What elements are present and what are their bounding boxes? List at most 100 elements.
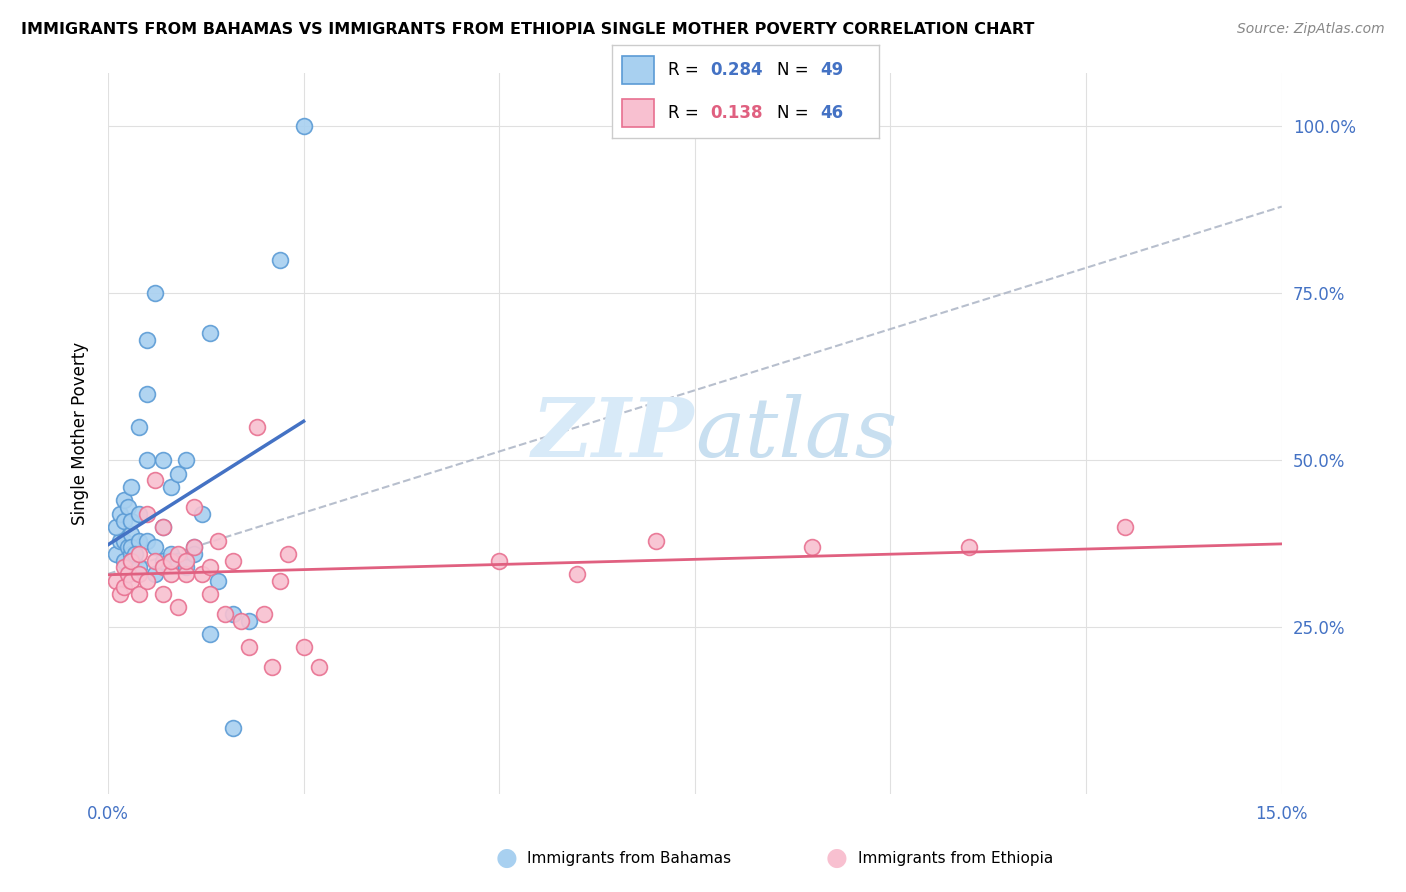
Text: 46: 46 <box>820 104 844 122</box>
Point <box>269 574 291 588</box>
Point <box>128 420 150 434</box>
Point <box>191 566 214 581</box>
Point <box>152 520 174 534</box>
Point <box>167 547 190 561</box>
Point <box>152 587 174 601</box>
Point <box>136 333 159 347</box>
Point <box>159 480 181 494</box>
Y-axis label: Single Mother Poverty: Single Mother Poverty <box>72 343 89 525</box>
Point <box>308 660 330 674</box>
Point <box>198 587 221 601</box>
Point <box>488 553 510 567</box>
Point <box>121 553 143 567</box>
Point <box>644 533 666 548</box>
Point <box>104 547 127 561</box>
Point <box>191 507 214 521</box>
Point <box>567 566 589 581</box>
Point <box>183 540 205 554</box>
Point <box>222 553 245 567</box>
Text: IMMIGRANTS FROM BAHAMAS VS IMMIGRANTS FROM ETHIOPIA SINGLE MOTHER POVERTY CORREL: IMMIGRANTS FROM BAHAMAS VS IMMIGRANTS FR… <box>21 22 1035 37</box>
Point <box>214 607 236 621</box>
Text: R =: R = <box>668 104 699 122</box>
Text: R =: R = <box>668 61 699 78</box>
Point <box>128 566 150 581</box>
Text: N =: N = <box>778 104 808 122</box>
Point <box>128 533 150 548</box>
Point <box>112 493 135 508</box>
Point <box>167 553 190 567</box>
Point <box>121 574 143 588</box>
Point <box>174 553 197 567</box>
Text: atlas: atlas <box>695 393 897 474</box>
Point <box>292 120 315 134</box>
Point <box>222 607 245 621</box>
Point <box>112 533 135 548</box>
Point <box>174 560 197 574</box>
Point <box>112 580 135 594</box>
Point <box>104 520 127 534</box>
Point <box>174 566 197 581</box>
Point <box>159 566 181 581</box>
Point <box>128 547 150 561</box>
Point <box>117 566 139 581</box>
Text: 0.284: 0.284 <box>710 61 763 78</box>
Point <box>121 527 143 541</box>
Point <box>117 540 139 554</box>
Point <box>112 560 135 574</box>
Point <box>108 533 131 548</box>
Point <box>159 553 181 567</box>
Point <box>121 514 143 528</box>
Point <box>136 507 159 521</box>
Text: ●: ● <box>495 847 517 870</box>
Text: Source: ZipAtlas.com: Source: ZipAtlas.com <box>1237 22 1385 37</box>
Text: ZIP: ZIP <box>533 393 695 474</box>
Point <box>167 600 190 615</box>
Point <box>136 386 159 401</box>
Point <box>143 474 166 488</box>
Text: N =: N = <box>778 61 808 78</box>
Point <box>136 453 159 467</box>
Text: Immigrants from Bahamas: Immigrants from Bahamas <box>527 851 731 865</box>
Point <box>108 507 131 521</box>
Point <box>143 286 166 301</box>
Point <box>957 540 980 554</box>
FancyBboxPatch shape <box>623 99 654 127</box>
Point <box>112 553 135 567</box>
Text: Immigrants from Ethiopia: Immigrants from Ethiopia <box>858 851 1053 865</box>
Point <box>128 587 150 601</box>
Point <box>801 540 824 554</box>
Point <box>152 520 174 534</box>
Point <box>167 467 190 481</box>
Point <box>124 547 146 561</box>
Point <box>238 614 260 628</box>
Point <box>207 533 229 548</box>
Point <box>108 587 131 601</box>
Point <box>121 540 143 554</box>
Point <box>1114 520 1136 534</box>
Point <box>277 547 299 561</box>
Point <box>136 574 159 588</box>
Point <box>117 566 139 581</box>
Point <box>121 480 143 494</box>
Point <box>128 507 150 521</box>
Point <box>183 547 205 561</box>
Point <box>238 640 260 655</box>
Point <box>269 252 291 267</box>
Point <box>174 453 197 467</box>
Point <box>207 574 229 588</box>
Text: ●: ● <box>825 847 848 870</box>
Point <box>104 574 127 588</box>
Point <box>112 514 135 528</box>
Point <box>292 640 315 655</box>
Text: 49: 49 <box>820 61 844 78</box>
Point <box>198 326 221 341</box>
Point <box>198 560 221 574</box>
Point <box>121 547 143 561</box>
Point <box>117 500 139 515</box>
Point <box>152 560 174 574</box>
Point <box>136 533 159 548</box>
Point <box>143 540 166 554</box>
Point <box>121 553 143 567</box>
Text: 0.138: 0.138 <box>710 104 763 122</box>
Point <box>222 721 245 735</box>
